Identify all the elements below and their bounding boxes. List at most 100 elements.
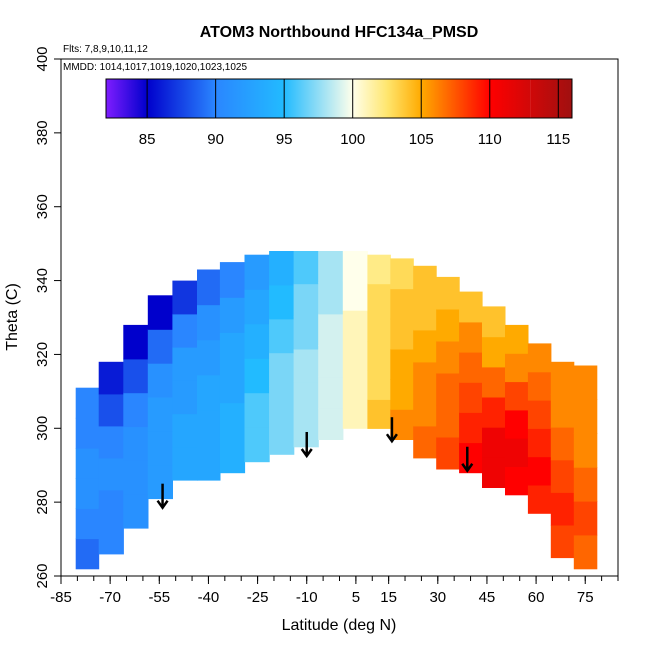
field-cell: [293, 381, 319, 415]
x-tick-label: 15: [380, 589, 397, 606]
x-tick-label: -70: [99, 589, 121, 606]
field-cell: [342, 369, 368, 400]
field-cell: [436, 276, 460, 310]
field-cell: [75, 417, 100, 449]
x-tick-label: 60: [528, 589, 545, 606]
field-cell: [527, 400, 552, 429]
y-tick-label: 340: [34, 268, 51, 293]
y-axis: 260 280 300 320 340 360 380 400: [34, 46, 61, 589]
field-cell: [147, 363, 173, 398]
field-cell: [318, 251, 344, 283]
field-cell: [172, 413, 198, 448]
field-cell: [390, 288, 414, 320]
field-cell: [244, 289, 270, 325]
field-cell: [482, 336, 506, 368]
field-cell: [147, 396, 173, 432]
x-axis-label: Latitude (deg N): [282, 617, 397, 634]
field-cell: [573, 467, 598, 502]
field-cell: [390, 348, 414, 380]
field-cell: [505, 438, 529, 467]
x-axis: -85 -70 -55 -40 -25 -10 5 15 30 45 60 75: [50, 576, 619, 606]
field-cell: [318, 376, 344, 409]
x-tick-label: -25: [247, 589, 269, 606]
field-cell: [573, 365, 598, 400]
field-cell: [367, 370, 391, 400]
field-cell: [573, 534, 598, 570]
field-cell: [342, 310, 368, 341]
field-cell: [197, 409, 221, 446]
field-cell: [459, 321, 483, 353]
field-cell: [318, 282, 344, 315]
colorbar-tick-label: 85: [139, 131, 156, 148]
field-cell: [482, 457, 506, 488]
colorbar-tick-label: 100: [340, 131, 365, 148]
field-cell: [219, 332, 246, 368]
field-cell: [98, 425, 124, 459]
field-cell: [269, 386, 295, 421]
colorbar-band: [489, 79, 531, 118]
field-cell: [550, 427, 575, 461]
field-cell: [219, 437, 246, 474]
concentration-field: [75, 251, 598, 570]
field-cell: [172, 280, 198, 315]
field-cell: [269, 251, 295, 286]
field-cell: [390, 379, 414, 410]
field-cell: [293, 251, 319, 285]
profile-arrow: [385, 417, 398, 444]
field-cell: [147, 329, 173, 364]
field-cell: [527, 456, 552, 486]
x-tick-label: -55: [148, 589, 170, 606]
field-cell: [318, 345, 344, 378]
field-cell: [318, 313, 344, 346]
field-cell: [98, 457, 124, 491]
field-cell: [459, 442, 483, 474]
y-tick-label: 360: [34, 194, 51, 219]
colorbar-frame: [105, 78, 573, 119]
field-cell: [550, 492, 575, 526]
field-cell: [219, 297, 246, 333]
field-cell: [197, 269, 221, 306]
field-cell: [413, 265, 437, 299]
x-tick-label: 5: [352, 589, 360, 606]
field-cell: [342, 280, 368, 311]
field-cell: [459, 352, 483, 383]
field-cell: [459, 382, 483, 413]
field-cell: [459, 291, 483, 323]
field-cell: [269, 284, 295, 320]
field-cell: [75, 508, 100, 540]
field-cell: [172, 313, 198, 348]
field-cell: [390, 409, 414, 440]
field-cell: [505, 381, 529, 411]
colorbar-band: [284, 79, 353, 118]
field-cell: [293, 316, 319, 350]
field-cell: [244, 427, 270, 463]
field-cell: [550, 394, 575, 428]
field-cell: [482, 427, 506, 458]
y-tick-label: 320: [34, 342, 51, 367]
field-cell: [342, 398, 368, 429]
colorbar: 85 90 95 100 105 110 115: [105, 78, 573, 148]
colorbar-tick-label: 105: [409, 131, 434, 148]
field-cell: [436, 308, 460, 342]
field-cell: [219, 262, 246, 298]
colorbar-band: [352, 79, 387, 118]
profile-arrow: [300, 431, 313, 459]
field-cell: [219, 367, 246, 404]
colorbar-band: [387, 79, 422, 118]
colorbar-band: [530, 79, 572, 118]
field-cell: [123, 324, 149, 360]
field-cell: [367, 341, 391, 371]
y-axis-label: Theta (C): [4, 283, 21, 351]
x-tick-label: 30: [429, 589, 446, 606]
field-cell: [459, 412, 483, 444]
field-cell: [505, 466, 529, 496]
colorbar-tick-label: 90: [207, 131, 224, 148]
colorbar-tick-label: 110: [478, 131, 502, 148]
field-cell: [342, 251, 368, 282]
field-cell: [147, 295, 173, 330]
field-cell: [367, 312, 391, 343]
field-cell: [75, 387, 100, 419]
field-cell: [123, 494, 149, 529]
colorbar-tick-label: 95: [276, 131, 293, 148]
y-tick-label: 260: [34, 563, 51, 588]
